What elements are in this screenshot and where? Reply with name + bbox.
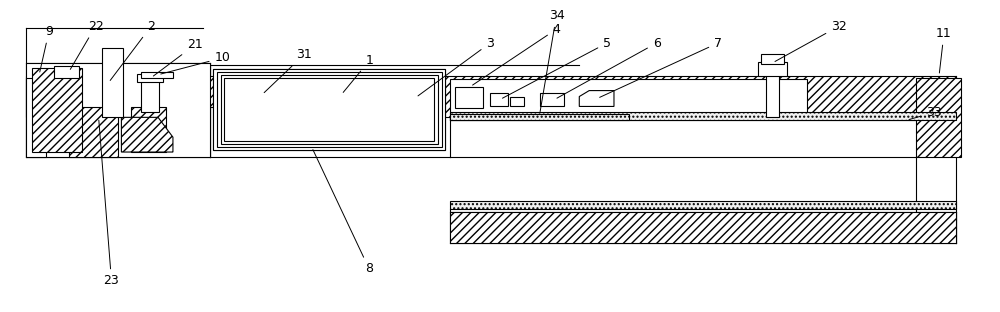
- Text: 23: 23: [99, 120, 119, 287]
- Bar: [26, 63, 210, 157]
- Text: 34: 34: [540, 9, 564, 112]
- Polygon shape: [121, 117, 173, 152]
- Bar: [54, 66, 79, 78]
- Bar: [761, 54, 784, 64]
- Bar: [450, 201, 956, 208]
- Bar: [540, 93, 564, 106]
- Text: 33: 33: [909, 106, 942, 119]
- Polygon shape: [579, 90, 614, 106]
- Bar: [141, 76, 159, 112]
- Bar: [131, 107, 166, 152]
- Bar: [766, 63, 779, 117]
- Bar: [431, 76, 956, 117]
- Text: 3: 3: [418, 37, 494, 96]
- Bar: [221, 75, 438, 144]
- Bar: [217, 72, 442, 147]
- Text: 22: 22: [70, 20, 104, 69]
- Bar: [213, 69, 445, 150]
- Bar: [450, 112, 956, 120]
- Text: 7: 7: [600, 37, 722, 97]
- Text: 9: 9: [40, 25, 53, 72]
- Text: 4: 4: [473, 23, 560, 85]
- Bar: [510, 96, 524, 106]
- Bar: [450, 212, 956, 243]
- Bar: [102, 48, 123, 117]
- Text: 31: 31: [264, 48, 312, 93]
- Bar: [34, 76, 431, 107]
- Bar: [916, 78, 961, 157]
- Text: 6: 6: [557, 37, 661, 98]
- Bar: [213, 69, 445, 150]
- Bar: [490, 93, 508, 106]
- Bar: [26, 76, 71, 117]
- Polygon shape: [386, 76, 431, 117]
- Text: 11: 11: [936, 27, 952, 73]
- Text: 21: 21: [153, 38, 203, 76]
- Bar: [758, 62, 787, 76]
- Bar: [224, 78, 434, 141]
- Text: 32: 32: [775, 20, 847, 61]
- Bar: [218, 75, 441, 144]
- Text: 10: 10: [161, 51, 230, 74]
- Text: 5: 5: [502, 37, 611, 98]
- Text: 2: 2: [110, 20, 155, 80]
- Bar: [137, 74, 163, 82]
- Text: 8: 8: [313, 149, 373, 275]
- Bar: [69, 107, 118, 157]
- Text: 1: 1: [343, 54, 373, 92]
- Bar: [26, 78, 46, 157]
- Bar: [32, 68, 82, 152]
- Bar: [450, 115, 629, 120]
- Bar: [455, 87, 483, 109]
- Bar: [450, 79, 807, 115]
- Bar: [141, 72, 173, 78]
